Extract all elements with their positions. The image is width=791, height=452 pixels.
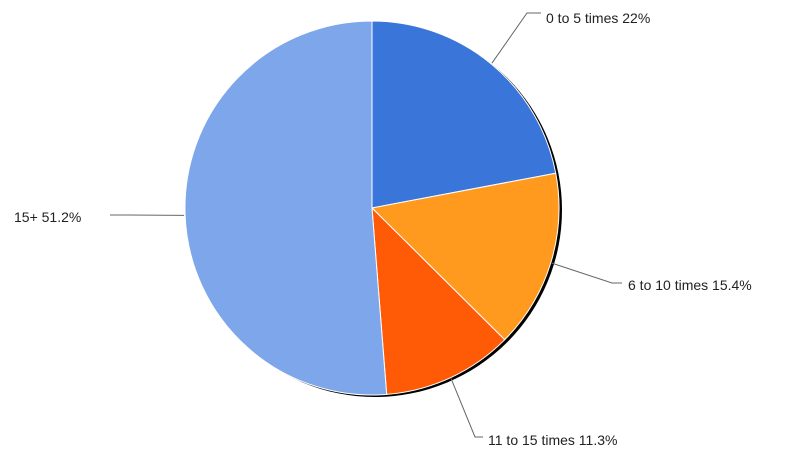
leader-line-0-to-5-times — [491, 12, 541, 64]
pie-slice-6-to-10-times — [370, 172, 560, 341]
slice-label-6-to-10: 6 to 10 times 15.4% — [628, 277, 752, 293]
leader-line-11-to-15-times — [450, 378, 483, 438]
pie-slice-11-to-15-times — [371, 206, 506, 395]
labels-layer: 0 to 5 times 22% 6 to 10 times 15.4% 11 … — [14, 10, 752, 448]
slices-layer — [184, 20, 560, 396]
leader-lines-layer — [110, 12, 622, 438]
pie-slice-0-to-5-times — [371, 20, 557, 209]
slice-label-11-to-15: 11 to 15 times 11.3% — [488, 432, 617, 448]
pie-slice-15 — [184, 20, 388, 396]
slice-label-15-plus: 15+ 51.2% — [14, 209, 81, 225]
slice-label-0-to-5: 0 to 5 times 22% — [546, 10, 650, 26]
leader-line-6-to-10-times — [551, 262, 622, 284]
